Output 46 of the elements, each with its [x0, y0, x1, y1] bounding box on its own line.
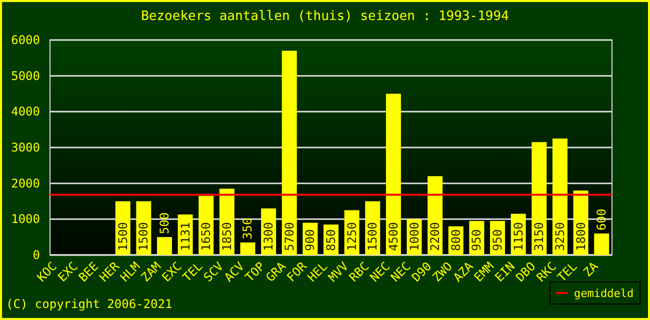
data-label: 1500	[136, 222, 151, 251]
y-tick-label: 5000	[11, 68, 40, 83]
data-label: 1250	[344, 222, 359, 251]
data-label: 600	[594, 208, 609, 230]
y-tick-label: 0	[32, 248, 40, 262]
x-tick-label: TOP	[242, 259, 268, 284]
y-tick-label: 1000	[11, 212, 40, 226]
data-label: 1000	[407, 222, 422, 251]
data-label: 3150	[532, 222, 546, 251]
data-label: 800	[448, 229, 463, 251]
data-label: 2200	[428, 222, 442, 251]
data-label: 1500	[116, 222, 130, 251]
data-label: 1500	[366, 222, 380, 251]
bar	[156, 237, 172, 255]
chart-title: Bezoekers aantallen (thuis) seizoen : 1993-1994	[141, 9, 510, 24]
data-label: 850	[324, 229, 338, 251]
x-tick-label: ZWO	[430, 259, 456, 284]
y-tick-label: 2000	[11, 176, 40, 190]
bar	[386, 94, 401, 255]
data-label: 5700	[282, 222, 296, 251]
data-label: 1131	[178, 222, 192, 251]
bar	[240, 242, 256, 255]
data-label: 4500	[386, 222, 400, 251]
bar	[532, 142, 547, 255]
data-label: 1850	[220, 222, 234, 251]
bar	[552, 138, 568, 255]
data-label: 900	[303, 229, 318, 251]
data-label: 3250	[552, 222, 567, 251]
data-label: 350	[240, 218, 255, 240]
y-tick-label: 6000	[11, 33, 40, 47]
y-tick-label: 3000	[11, 140, 40, 154]
data-label: 500	[157, 212, 172, 234]
data-label: 950	[470, 229, 484, 251]
text: (C) copyright 2006-2021	[6, 297, 172, 311]
x-tick-label: TEL	[554, 259, 580, 284]
x-tick-label: TEL	[180, 259, 206, 284]
y-tick-label: 4000	[11, 104, 40, 119]
x-tick-label: ZA	[580, 258, 602, 280]
legend-label: gemiddeld	[574, 287, 634, 300]
data-label: 950	[490, 229, 505, 251]
data-label: 1150	[511, 222, 526, 251]
bar	[594, 234, 610, 255]
data-label: 1650	[199, 222, 214, 251]
data-label: 1800	[574, 222, 588, 251]
data-label: 1300	[262, 222, 276, 251]
bar	[282, 50, 297, 255]
